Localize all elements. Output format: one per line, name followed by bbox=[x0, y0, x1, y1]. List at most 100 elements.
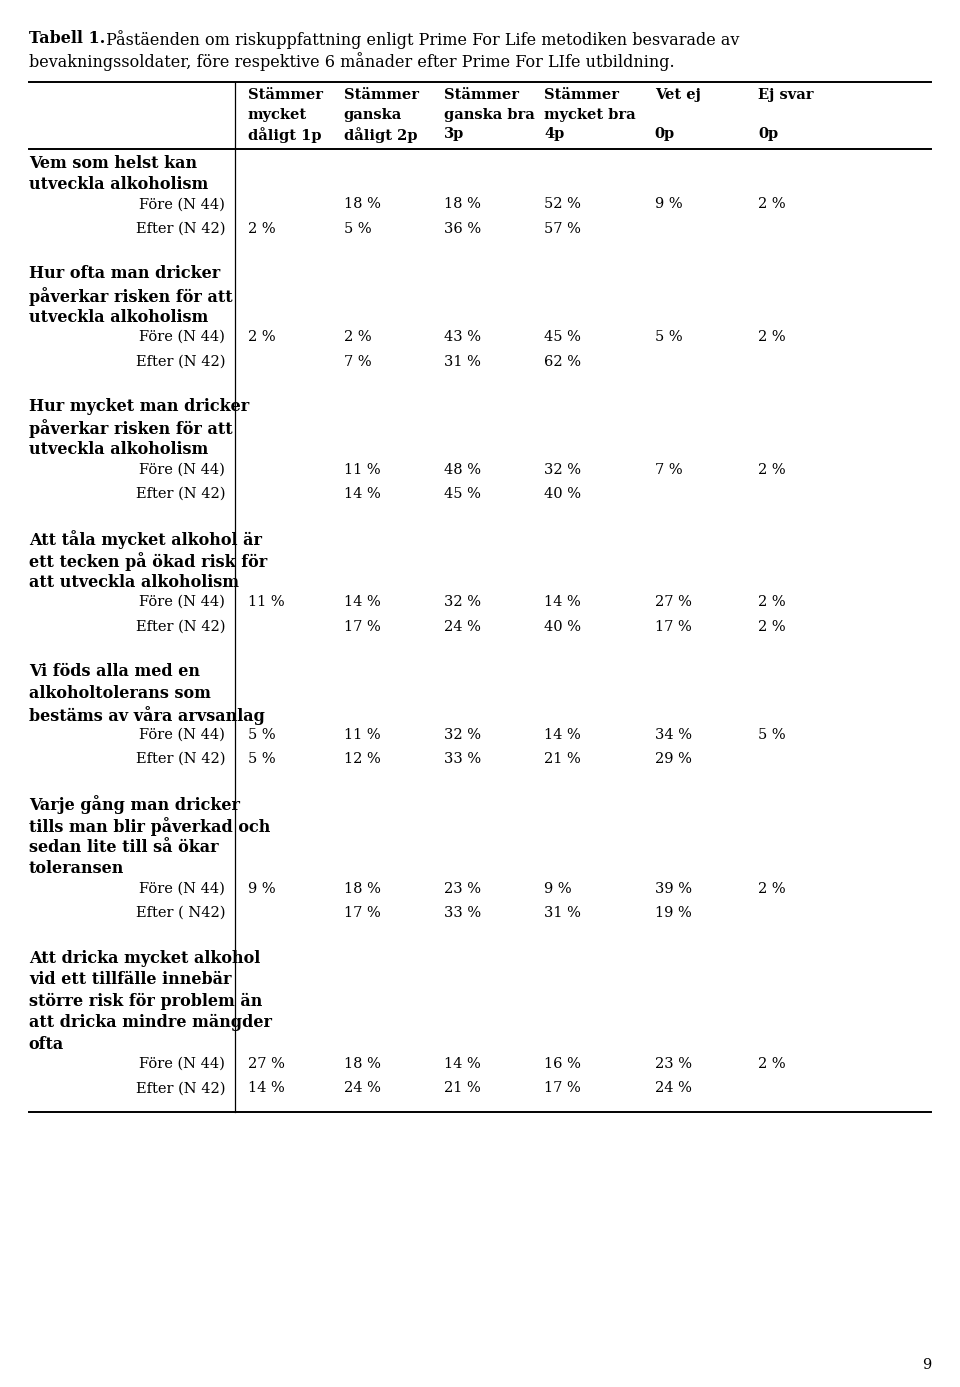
Text: 11 %: 11 % bbox=[344, 728, 380, 742]
Text: 14 %: 14 % bbox=[344, 595, 380, 609]
Text: 2 %: 2 % bbox=[344, 330, 372, 344]
Text: att dricka mindre mängder: att dricka mindre mängder bbox=[29, 1014, 272, 1031]
Text: Före (N 44): Före (N 44) bbox=[139, 462, 226, 477]
Text: Före (N 44): Före (N 44) bbox=[139, 330, 226, 344]
Text: 14 %: 14 % bbox=[248, 1082, 284, 1096]
Text: utveckla alkoholism: utveckla alkoholism bbox=[29, 308, 208, 326]
Text: Ej svar: Ej svar bbox=[758, 87, 814, 103]
Text: 11 %: 11 % bbox=[248, 595, 284, 609]
Text: 32 %: 32 % bbox=[544, 462, 582, 477]
Text: Påstäenden om riskuppfattning enligt Prime For Life metodiken besvarade av: Påstäenden om riskuppfattning enligt Pri… bbox=[101, 31, 739, 49]
Text: 2 %: 2 % bbox=[758, 462, 786, 477]
Text: mycket: mycket bbox=[248, 108, 307, 122]
Text: Stämmer: Stämmer bbox=[248, 87, 323, 103]
Text: 18 %: 18 % bbox=[344, 882, 380, 896]
Text: 29 %: 29 % bbox=[655, 752, 691, 766]
Text: 14 %: 14 % bbox=[544, 728, 581, 742]
Text: Före (N 44): Före (N 44) bbox=[139, 1057, 226, 1071]
Text: Tabell 1.: Tabell 1. bbox=[29, 31, 105, 47]
Text: påverkar risken för att: påverkar risken för att bbox=[29, 287, 232, 307]
Text: 24 %: 24 % bbox=[444, 620, 480, 634]
Text: 45 %: 45 % bbox=[444, 487, 480, 501]
Text: Att dricka mycket alkohol: Att dricka mycket alkohol bbox=[29, 950, 260, 967]
Text: 36 %: 36 % bbox=[444, 222, 481, 236]
Text: Före (N 44): Före (N 44) bbox=[139, 595, 226, 609]
Text: 9 %: 9 % bbox=[248, 882, 276, 896]
Text: 2 %: 2 % bbox=[758, 330, 786, 344]
Text: 9: 9 bbox=[922, 1358, 931, 1372]
Text: 32 %: 32 % bbox=[444, 728, 481, 742]
Text: 18 %: 18 % bbox=[344, 1057, 380, 1071]
Text: ett tecken på ökad risk för: ett tecken på ökad risk för bbox=[29, 552, 267, 571]
Text: mycket bra: mycket bra bbox=[544, 108, 636, 122]
Text: 7 %: 7 % bbox=[344, 355, 372, 369]
Text: större risk för problem än: större risk för problem än bbox=[29, 993, 262, 1010]
Text: 5 %: 5 % bbox=[248, 728, 276, 742]
Text: 43 %: 43 % bbox=[444, 330, 481, 344]
Text: Stämmer: Stämmer bbox=[344, 87, 419, 103]
Text: toleransen: toleransen bbox=[29, 860, 124, 877]
Text: 24 %: 24 % bbox=[344, 1082, 380, 1096]
Text: vid ett tillfälle innebär: vid ett tillfälle innebär bbox=[29, 971, 231, 988]
Text: 17 %: 17 % bbox=[655, 620, 691, 634]
Text: 40 %: 40 % bbox=[544, 620, 582, 634]
Text: utveckla alkoholism: utveckla alkoholism bbox=[29, 176, 208, 193]
Text: Hur mycket man dricker: Hur mycket man dricker bbox=[29, 398, 249, 415]
Text: Efter ( N42): Efter ( N42) bbox=[135, 906, 226, 920]
Text: 2 %: 2 % bbox=[758, 882, 786, 896]
Text: Hur ofta man dricker: Hur ofta man dricker bbox=[29, 265, 220, 283]
Text: utveckla alkoholism: utveckla alkoholism bbox=[29, 441, 208, 458]
Text: Efter (N 42): Efter (N 42) bbox=[135, 222, 226, 236]
Text: 16 %: 16 % bbox=[544, 1057, 581, 1071]
Text: 5 %: 5 % bbox=[344, 222, 372, 236]
Text: 14 %: 14 % bbox=[444, 1057, 480, 1071]
Text: 0p: 0p bbox=[758, 128, 779, 141]
Text: 23 %: 23 % bbox=[655, 1057, 692, 1071]
Text: 14 %: 14 % bbox=[544, 595, 581, 609]
Text: 48 %: 48 % bbox=[444, 462, 481, 477]
Text: Att tåla mycket alkohol är: Att tåla mycket alkohol är bbox=[29, 530, 262, 549]
Text: Efter (N 42): Efter (N 42) bbox=[135, 1082, 226, 1096]
Text: 39 %: 39 % bbox=[655, 882, 692, 896]
Text: 62 %: 62 % bbox=[544, 355, 582, 369]
Text: 34 %: 34 % bbox=[655, 728, 692, 742]
Text: 11 %: 11 % bbox=[344, 462, 380, 477]
Text: 9 %: 9 % bbox=[544, 882, 572, 896]
Text: Stämmer: Stämmer bbox=[544, 87, 619, 103]
Text: 23 %: 23 % bbox=[444, 882, 481, 896]
Text: ganska bra: ganska bra bbox=[444, 108, 535, 122]
Text: 18 %: 18 % bbox=[344, 197, 380, 211]
Text: att utveckla alkoholism: att utveckla alkoholism bbox=[29, 573, 239, 591]
Text: dåligt 1p: dåligt 1p bbox=[248, 128, 322, 143]
Text: 31 %: 31 % bbox=[544, 906, 581, 920]
Text: 5 %: 5 % bbox=[655, 330, 683, 344]
Text: Stämmer: Stämmer bbox=[444, 87, 518, 103]
Text: 5 %: 5 % bbox=[248, 752, 276, 766]
Text: 12 %: 12 % bbox=[344, 752, 380, 766]
Text: 2 %: 2 % bbox=[758, 1057, 786, 1071]
Text: tills man blir påverkad och: tills man blir påverkad och bbox=[29, 817, 270, 836]
Text: 27 %: 27 % bbox=[248, 1057, 284, 1071]
Text: 33 %: 33 % bbox=[444, 752, 481, 766]
Text: 19 %: 19 % bbox=[655, 906, 691, 920]
Text: 17 %: 17 % bbox=[344, 620, 380, 634]
Text: 5 %: 5 % bbox=[758, 728, 786, 742]
Text: Efter (N 42): Efter (N 42) bbox=[135, 355, 226, 369]
Text: 32 %: 32 % bbox=[444, 595, 481, 609]
Text: alkoholtolerans som: alkoholtolerans som bbox=[29, 685, 210, 702]
Text: 52 %: 52 % bbox=[544, 197, 581, 211]
Text: 9 %: 9 % bbox=[655, 197, 683, 211]
Text: 2 %: 2 % bbox=[248, 222, 276, 236]
Text: 21 %: 21 % bbox=[544, 752, 581, 766]
Text: 2 %: 2 % bbox=[758, 595, 786, 609]
Text: 2 %: 2 % bbox=[248, 330, 276, 344]
Text: bestäms av våra arvsanlag: bestäms av våra arvsanlag bbox=[29, 706, 265, 725]
Text: Efter (N 42): Efter (N 42) bbox=[135, 487, 226, 501]
Text: Vi föds alla med en: Vi föds alla med en bbox=[29, 663, 200, 680]
Text: 14 %: 14 % bbox=[344, 487, 380, 501]
Text: Varje gång man dricker: Varje gång man dricker bbox=[29, 796, 240, 814]
Text: 57 %: 57 % bbox=[544, 222, 581, 236]
Text: 24 %: 24 % bbox=[655, 1082, 691, 1096]
Text: Efter (N 42): Efter (N 42) bbox=[135, 620, 226, 634]
Text: 33 %: 33 % bbox=[444, 906, 481, 920]
